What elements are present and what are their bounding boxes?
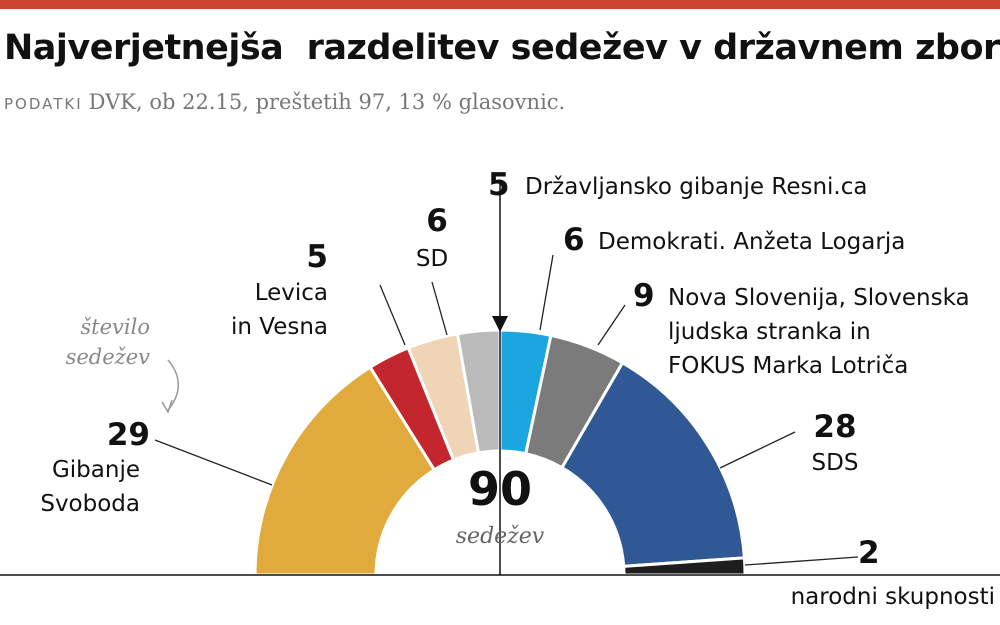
leader-line	[154, 439, 273, 486]
total: 90	[467, 462, 532, 516]
seat-count: 5	[306, 239, 328, 275]
subtitle: DVK, ob 22.15, preštetih 97, 13 % glasov…	[88, 90, 566, 114]
annotation: število sedežev	[65, 315, 150, 369]
seat-count: 2	[858, 535, 880, 571]
title: Najverjetnejša razdelitev sedežev v drža…	[4, 28, 1000, 68]
leader-line	[539, 254, 554, 331]
arcs	[253, 328, 747, 577]
source-label: PODATKI	[4, 95, 83, 113]
seat-count: 29	[106, 417, 150, 453]
top-bar	[0, 0, 1000, 9]
subtitle-line: PODATKI DVK, ob 22.15, preštetih 97, 13 %…	[4, 90, 565, 114]
leader-line	[431, 281, 448, 336]
party-name: Demokrati. Anžeta Logarja	[598, 229, 906, 255]
note-arrowhead	[161, 399, 173, 414]
note-arrow	[167, 359, 179, 411]
seat-count: 9	[633, 278, 655, 314]
leader-line	[379, 284, 406, 346]
seat-segment	[559, 360, 747, 568]
party-name: narodni skupnosti	[790, 584, 995, 610]
seat-count: 6	[426, 203, 448, 239]
total-label: sedežev	[455, 524, 545, 549]
party-name: Gibanje Svoboda	[40, 457, 140, 517]
seat-count: 28	[813, 409, 857, 445]
seat-segment	[253, 365, 437, 577]
party-name: SD	[415, 246, 449, 272]
party-name: Državljansko gibanje Resni.ca	[525, 174, 868, 200]
party-name: SDS	[811, 450, 859, 476]
party-name: Levica in Vesna	[230, 280, 328, 340]
party-name: Nova Slovenija, Slovenska ljudska strank…	[668, 285, 970, 379]
seat-count: 6	[563, 222, 585, 258]
leader-line	[744, 556, 859, 566]
leader-line	[597, 304, 626, 346]
leader-line	[719, 431, 796, 469]
majority-marker	[492, 316, 508, 332]
seat-count: 5	[488, 167, 510, 203]
